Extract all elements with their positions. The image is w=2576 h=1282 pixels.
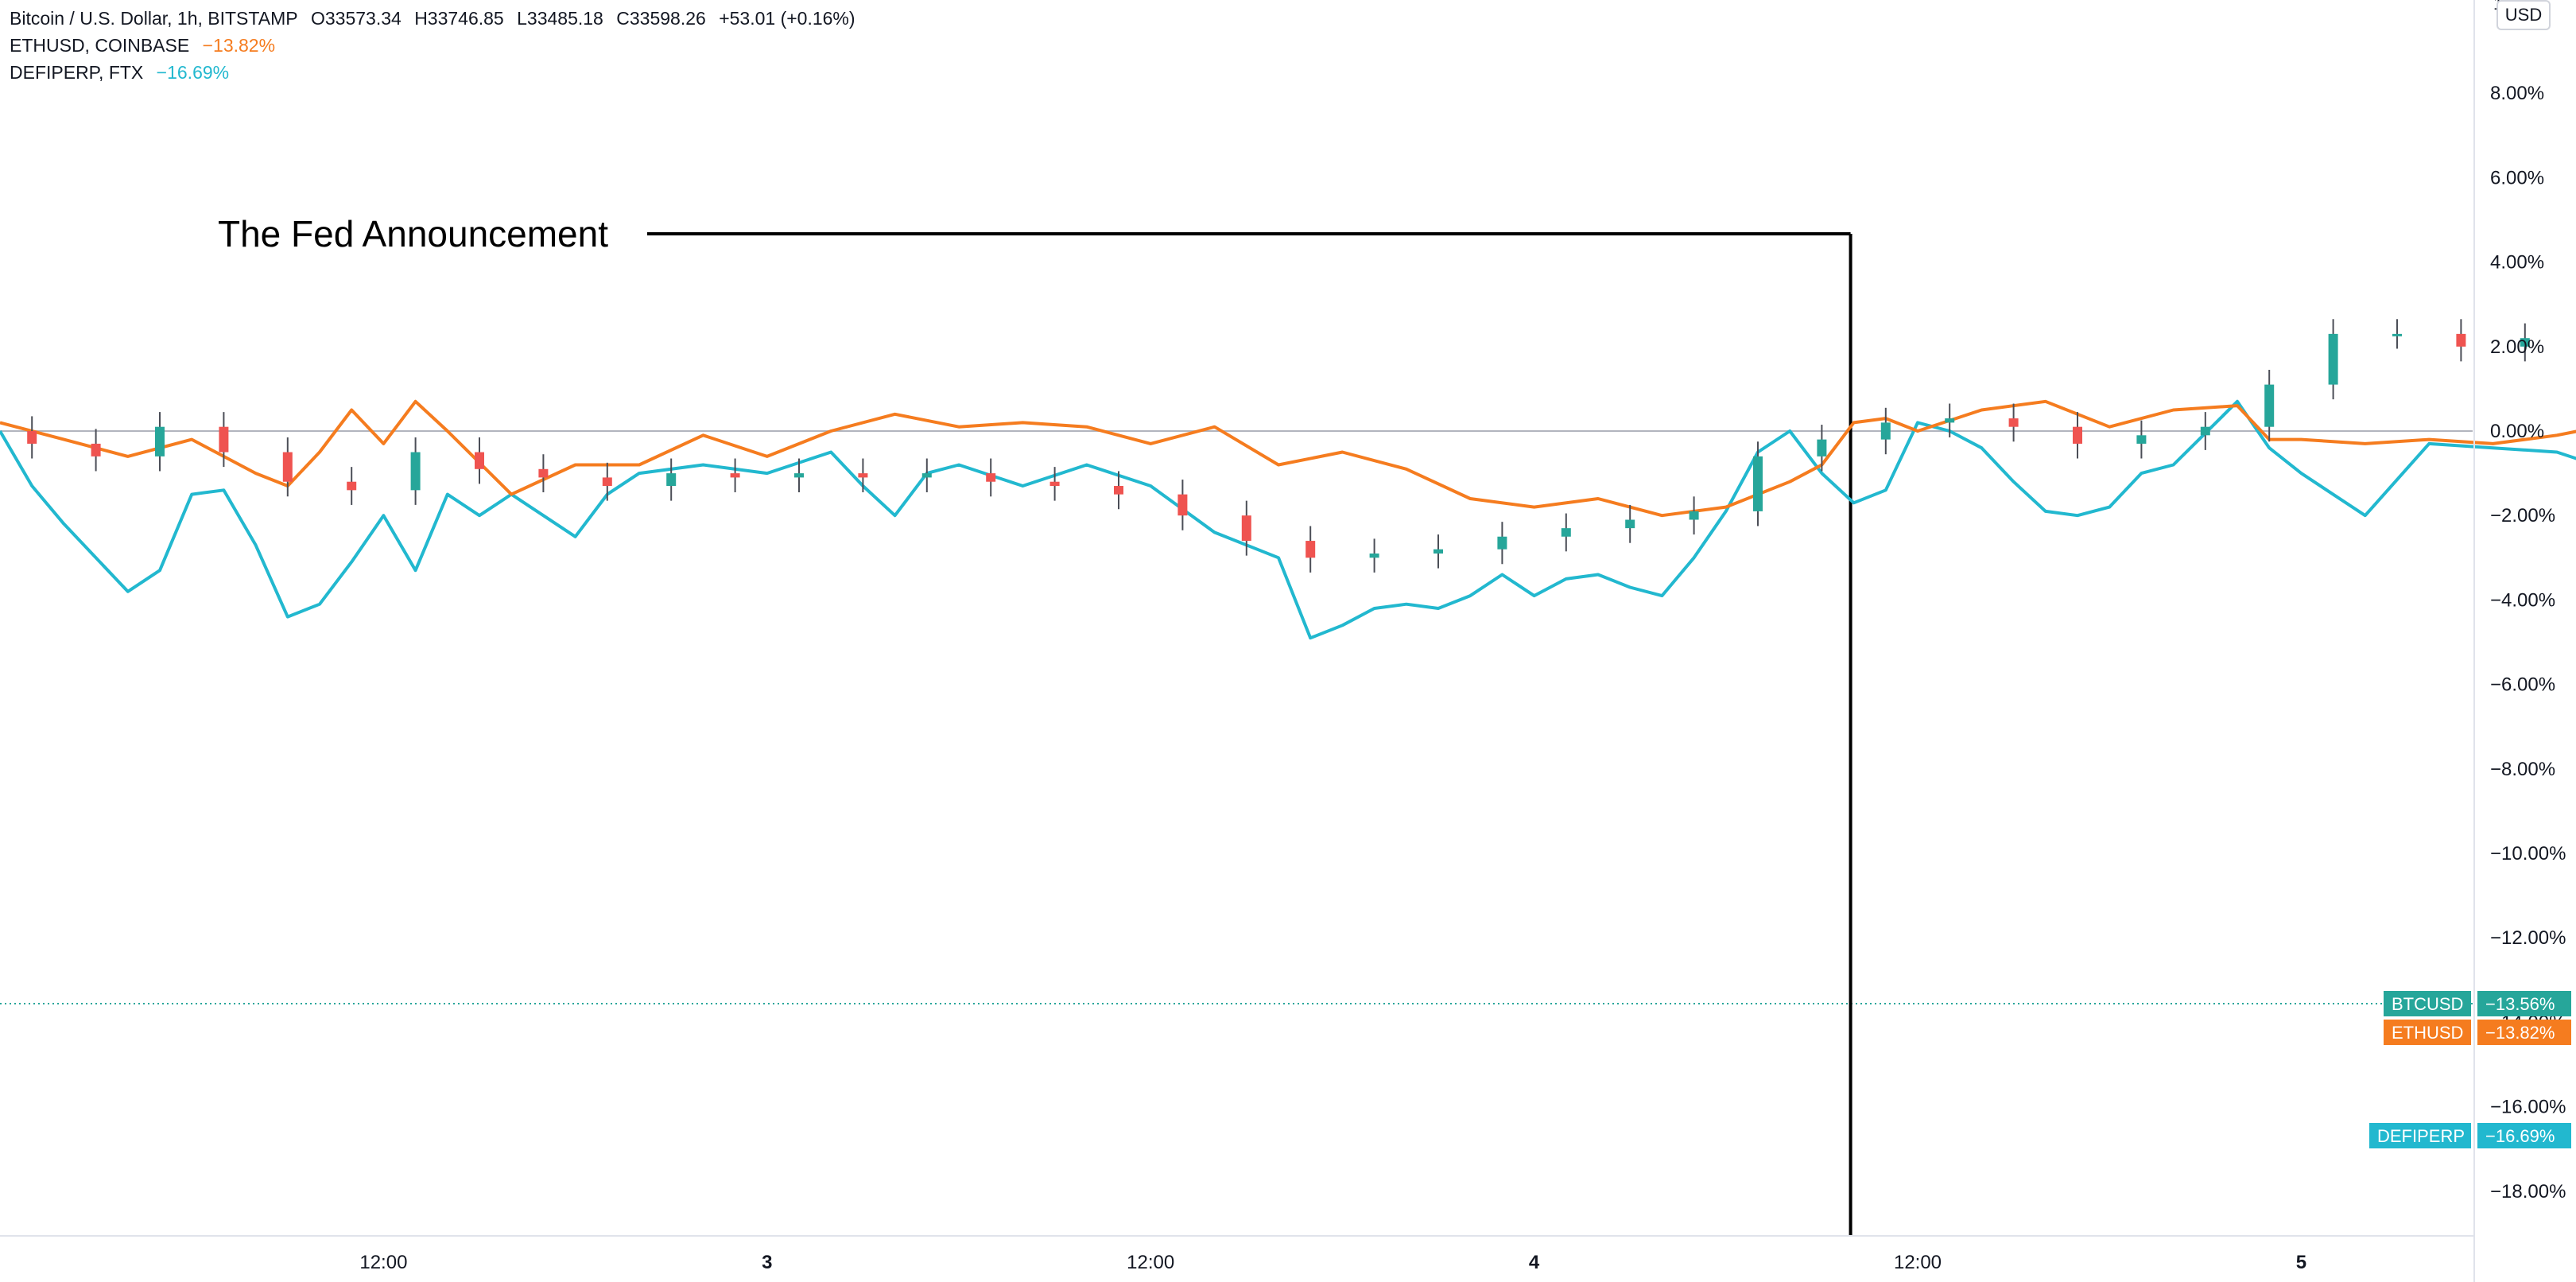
last-value-label: −13.82%	[2485, 1023, 2555, 1043]
last-value-box	[2477, 1123, 2571, 1148]
y-tick-label: 4.00%	[2490, 252, 2544, 274]
y-tick-label: 2.00%	[2490, 336, 2544, 358]
y-tick-label: −6.00%	[2490, 674, 2555, 696]
btc-candle-body	[2392, 333, 2402, 336]
btc-candle-body	[2200, 426, 2210, 436]
x-tick-label: 5	[2296, 1252, 2306, 1273]
btc-candle-body	[475, 452, 484, 469]
x-tick-label: 4	[1529, 1252, 1540, 1273]
btc-candle-body	[794, 473, 804, 478]
legend-btc-high: H33746.85	[414, 8, 504, 29]
last-value-box	[2477, 1020, 2571, 1045]
series-defiperp	[0, 399, 2576, 640]
btc-candle-body	[2008, 418, 2019, 427]
series-btcusd	[27, 319, 2530, 573]
legend-btc-open: O33573.34	[310, 8, 402, 29]
btc-candle-body	[2520, 338, 2530, 347]
y-tick-label: −4.00%	[2490, 589, 2555, 611]
legend-btc-change: +53.01 (+0.16%)	[719, 8, 855, 29]
btc-candle-body	[1177, 494, 1188, 516]
last-name-label: DEFIPERP	[2377, 1126, 2465, 1146]
btc-candle-body	[602, 477, 612, 487]
legend-defi-symbol[interactable]: DEFIPERP, FTX	[10, 62, 144, 83]
btc-candle-body	[921, 473, 932, 478]
btc-candle-body	[1753, 456, 1763, 511]
last-name-box	[2384, 1020, 2471, 1045]
last-value-box	[2477, 991, 2571, 1016]
btc-candle-body	[1497, 536, 1507, 550]
btc-candle-body	[347, 481, 357, 491]
btc-candle-body	[91, 443, 101, 456]
x-tick-label: 3	[762, 1252, 772, 1273]
btc-candle-body	[1369, 553, 1379, 558]
y-tick-label: −8.00%	[2490, 759, 2555, 780]
btc-candle-body	[1305, 541, 1316, 558]
legend-btc-low: L33485.18	[517, 8, 603, 29]
btc-candle-body	[666, 473, 677, 487]
btc-candle-body	[219, 426, 229, 453]
legend-btc: Bitcoin / U.S. Dollar, 1h, BITSTAMP O335…	[10, 5, 863, 32]
btc-candle-body	[2073, 426, 2082, 444]
legend-eth: ETHUSD, COINBASE −13.82%	[10, 32, 863, 59]
series-ethusd	[0, 399, 2576, 518]
annotation-group: The Fed Announcement	[218, 213, 1852, 1236]
eth-series-line	[0, 399, 2576, 518]
x-tick-label: 12:00	[1127, 1252, 1174, 1273]
btc-candle-body	[986, 473, 996, 482]
y-tick-label: −10.00%	[2490, 843, 2566, 864]
last-name-label: BTCUSD	[2392, 994, 2463, 1014]
y-tick-label: 8.00%	[2490, 83, 2544, 104]
defi-series-line	[0, 399, 2576, 640]
legend-btc-close: C33598.26	[616, 8, 706, 29]
btc-candle-body	[155, 426, 165, 456]
btc-candle-body	[1945, 418, 1955, 423]
last-name-box	[2369, 1123, 2471, 1148]
last-value-labels: BTCUSD −13.56% ETHUSD −13.82% DEFIPERP −16.69…	[2369, 991, 2571, 1148]
btc-candle-body	[1625, 519, 1635, 529]
btc-candle-body	[27, 431, 37, 444]
btc-candle-body	[1561, 528, 1571, 537]
y-tick-label: −2.00%	[2490, 505, 2555, 526]
btc-candle-body	[2264, 384, 2275, 427]
btc-candle-body	[1880, 422, 1891, 440]
btc-candle-body	[858, 473, 868, 478]
chart-grid	[0, 430, 2473, 1005]
legend-defi: DEFIPERP, FTX −16.69%	[10, 59, 863, 86]
btc-candle-body	[282, 452, 293, 482]
legend-btc-symbol[interactable]: Bitcoin / U.S. Dollar, 1h, BITSTAMP	[10, 8, 298, 29]
annotation-label: The Fed Announcement	[218, 213, 608, 254]
last-value-label: −13.56%	[2485, 994, 2555, 1014]
legend-eth-symbol[interactable]: ETHUSD, COINBASE	[10, 35, 190, 56]
btc-candle-body	[538, 468, 549, 478]
y-tick-label: 6.00%	[2490, 167, 2544, 188]
btc-candle-body	[730, 473, 740, 478]
btc-candle-body	[1689, 511, 1699, 520]
btc-candle-body	[1433, 549, 1443, 554]
last-value-label: −16.69%	[2485, 1126, 2555, 1146]
x-tick-label: 12:00	[359, 1252, 407, 1273]
last-name-box	[2384, 991, 2471, 1016]
x-tick-label: 12:00	[1894, 1252, 1942, 1273]
btc-candle-body	[1817, 439, 1827, 456]
btc-candle-body	[1241, 515, 1251, 542]
currency-button[interactable]: USD	[2496, 0, 2551, 30]
btc-candle-body	[2136, 435, 2147, 444]
chart-legend: Bitcoin / U.S. Dollar, 1h, BITSTAMP O335…	[10, 5, 863, 86]
btc-candle-body	[1114, 486, 1123, 495]
y-tick-label: −18.00%	[2490, 1181, 2566, 1202]
btc-candle-body	[2456, 333, 2466, 347]
last-name-label: ETHUSD	[2392, 1023, 2463, 1043]
y-tick-label: −12.00%	[2490, 927, 2566, 949]
btc-candle-body	[2328, 333, 2338, 385]
btc-candle-body	[1049, 481, 1060, 487]
legend-defi-pct: −16.69%	[156, 62, 230, 83]
y-tick-label: −16.00%	[2490, 1097, 2566, 1118]
legend-eth-pct: −13.82%	[202, 35, 276, 56]
y-tick-label: 0.00%	[2490, 421, 2544, 442]
btc-candle-body	[410, 452, 421, 491]
